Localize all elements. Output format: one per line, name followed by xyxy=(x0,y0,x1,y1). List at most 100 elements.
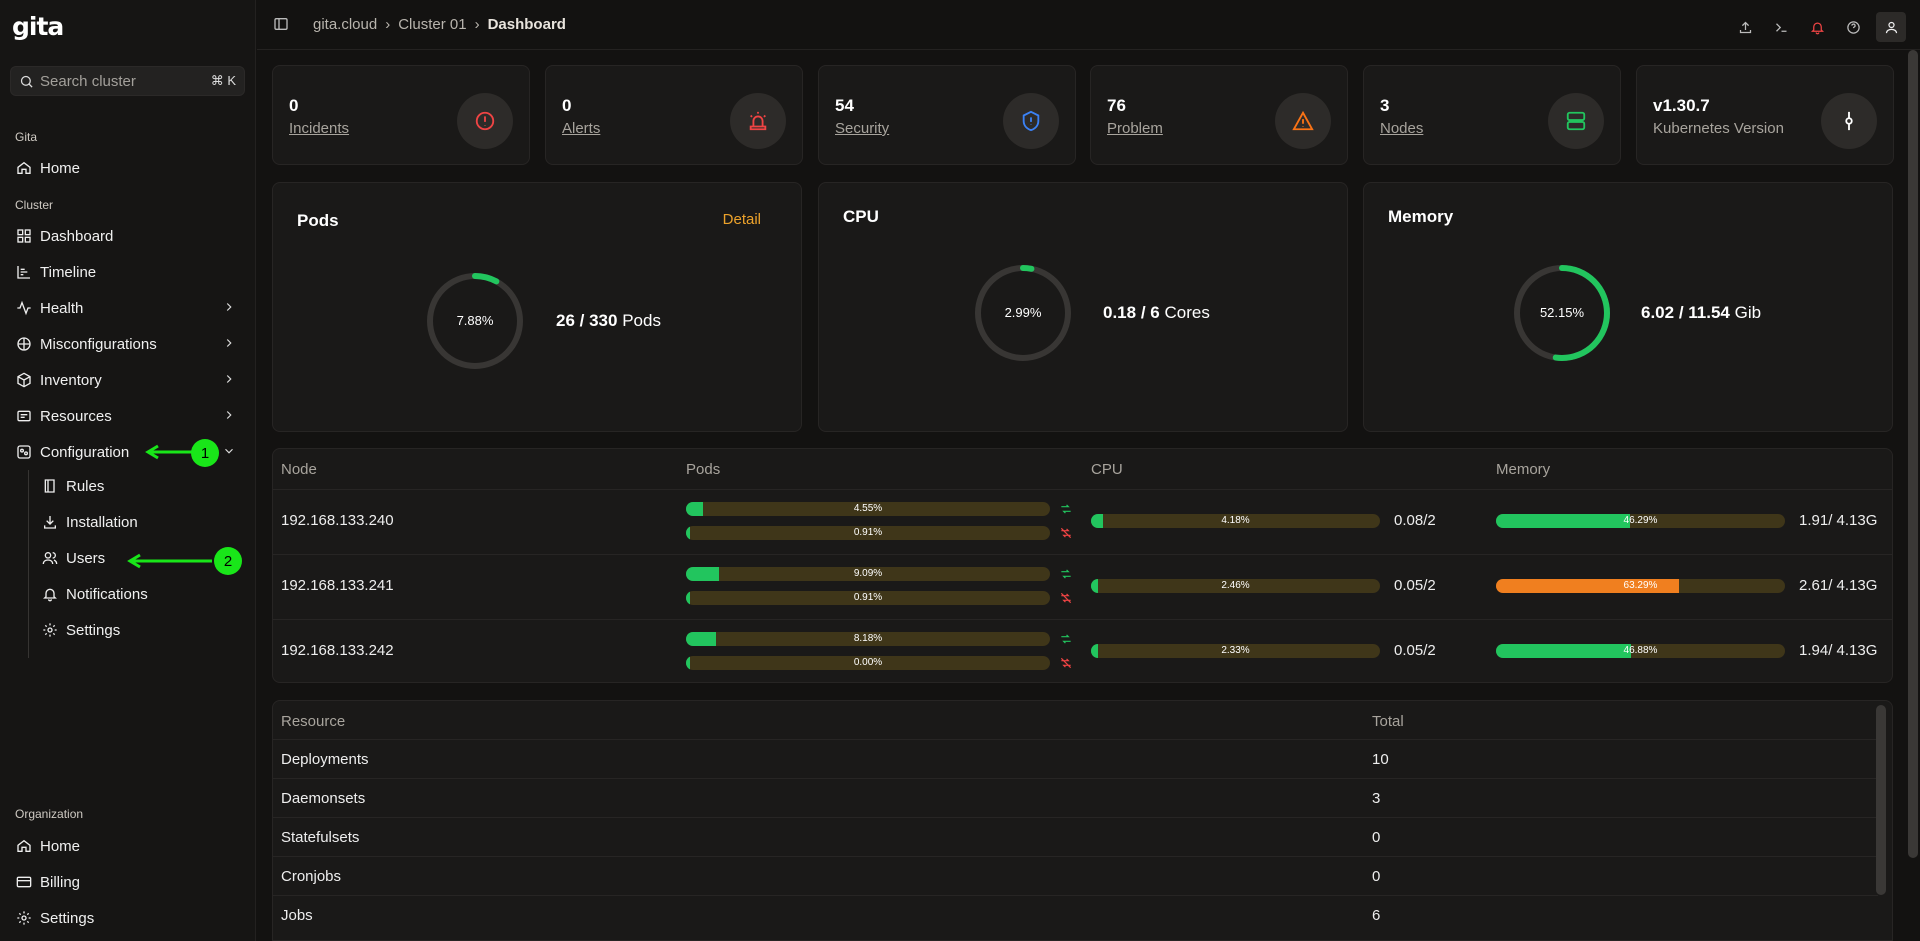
bar-fill xyxy=(1496,579,1679,593)
book-icon xyxy=(44,479,55,493)
cpu-used: 0.18 xyxy=(1103,303,1137,322)
group-label-organization: Organization xyxy=(15,807,84,821)
resource-name: Statefulsets xyxy=(281,829,360,846)
sidebar-item-label: Billing xyxy=(40,873,81,891)
sidebar-item-billing[interactable]: Billing xyxy=(10,866,246,898)
pods-running-bar: 4.55% xyxy=(686,502,1050,516)
node-row[interactable]: 192.168.133.240 4.55% 0.91% 4.18% 0.08/2 46.2… xyxy=(273,489,1892,553)
cpu-ratio: 0.08/2 xyxy=(1394,512,1436,529)
sidebar-item-users[interactable]: Users xyxy=(36,542,246,574)
bar-fill xyxy=(686,632,716,646)
pods-unit: Pods xyxy=(622,311,661,330)
stat-label-version: Kubernetes Version xyxy=(1653,120,1784,137)
bar-label: 0.91% xyxy=(853,592,883,603)
pods-gauge xyxy=(427,273,523,369)
resources-scrollbar[interactable] xyxy=(1876,705,1886,895)
memory-gauge-arc xyxy=(1514,265,1610,361)
card-title: Pods xyxy=(297,211,339,230)
stat-link-security[interactable]: Security xyxy=(835,120,890,137)
page-scrollbar[interactable] xyxy=(1908,50,1918,858)
sidebar-item-label: Health xyxy=(40,299,84,317)
topbar-actions xyxy=(1732,12,1906,42)
resource-row[interactable]: Statefulsets 0 xyxy=(273,817,1878,855)
resource-row[interactable]: Cronjobs 0 xyxy=(273,856,1878,894)
resource-row[interactable]: Jobs 6 xyxy=(273,895,1878,933)
memory-ratio: 1.91/ 4.13G xyxy=(1799,512,1878,529)
sidebar-item-timeline[interactable]: Timeline xyxy=(10,256,246,288)
stat-value: 0 xyxy=(289,96,299,115)
sidebar-item-label: Settings xyxy=(40,909,95,927)
notification-bell-icon[interactable] xyxy=(1804,14,1830,40)
pods-gauge-arc xyxy=(427,273,523,369)
breadcrumb-current: Dashboard xyxy=(487,16,566,33)
cpu-count: 0.18 / 6 Cores xyxy=(1103,303,1210,322)
pods-failed-icon xyxy=(1059,526,1073,540)
resource-name: Jobs xyxy=(281,907,313,924)
resource-row[interactable]: Deployments 10 xyxy=(273,739,1878,777)
sidebar-item-inventory[interactable]: Inventory xyxy=(10,364,246,396)
sidebar-item-configuration[interactable]: Configuration xyxy=(10,436,246,468)
home-icon xyxy=(17,161,31,174)
box-icon xyxy=(17,372,31,388)
cpu-gauge-arc xyxy=(975,265,1071,361)
sidebar-item-rules[interactable]: Rules xyxy=(36,470,246,502)
sidebar-item-installation[interactable]: Installation xyxy=(36,506,246,538)
resource-row[interactable]: Daemonsets 3 xyxy=(273,778,1878,816)
sidebar-item-notifications[interactable]: Notifications xyxy=(36,578,246,610)
stat-value: v1.30.7 xyxy=(1653,96,1710,115)
breadcrumb-cluster[interactable]: Cluster 01 xyxy=(398,16,467,33)
stat-link-nodes[interactable]: Nodes xyxy=(1380,120,1424,137)
incident-icon xyxy=(457,93,513,149)
sidebar-item-org-home[interactable]: Home xyxy=(10,830,246,862)
bar-label: 2.33% xyxy=(1221,645,1250,656)
help-icon[interactable] xyxy=(1840,14,1866,40)
user-avatar-icon[interactable] xyxy=(1876,12,1906,42)
topbar: gita.cloud › Cluster 01 › Dashboard xyxy=(257,0,1920,50)
health-icon xyxy=(17,300,31,316)
stat-link-incidents[interactable]: Incidents xyxy=(289,120,350,137)
terminal-icon[interactable] xyxy=(1768,14,1794,40)
bar-fill xyxy=(686,656,691,670)
chevron-right-icon xyxy=(226,375,232,383)
upload-icon[interactable] xyxy=(1732,14,1758,40)
resource-total: 0 xyxy=(1372,829,1381,846)
node-row[interactable]: 192.168.133.241 9.09% 0.91% 2.46% 0.05/2 63.2… xyxy=(273,554,1892,618)
memory-ratio: 2.61/ 4.13G xyxy=(1799,577,1878,594)
sidebar-item-settings[interactable]: Settings xyxy=(36,614,246,646)
sidebar-item-misconfigurations[interactable]: Misconfigurations xyxy=(10,328,246,360)
cpu-bar: 2.46% xyxy=(1091,579,1380,593)
stat-link-problem[interactable]: Problem xyxy=(1107,120,1163,137)
sidebar-item-label: Rules xyxy=(66,477,105,495)
stat-link-alerts[interactable]: Alerts xyxy=(562,120,601,137)
annotation-badge-2: 2 xyxy=(214,547,242,575)
sidebar-toggle-icon[interactable] xyxy=(273,16,289,32)
search-input[interactable]: Search cluster ⌘ K xyxy=(10,66,245,96)
memory-used: 6.02 xyxy=(1641,303,1675,322)
chevron-right-icon xyxy=(226,303,232,311)
sidebar-item-org-settings[interactable]: Settings xyxy=(10,902,246,934)
sidebar-item-health[interactable]: Health xyxy=(10,292,246,324)
app-logo[interactable]: gita xyxy=(12,12,64,41)
pods-usage-card: Pods Detail 7.88% 26 / 330 Pods xyxy=(272,182,802,432)
stat-value: 54 xyxy=(835,96,854,115)
sidebar-item-label: Inventory xyxy=(40,371,102,389)
bar-label: 9.09% xyxy=(853,568,883,579)
sidebar-item-home[interactable]: Home xyxy=(10,152,246,184)
annotation-arrow-1 xyxy=(145,444,194,460)
resources-table: Resource Total Deployments 10 Daemonsets 3 S… xyxy=(272,700,1893,941)
stat-card-security: 54 Security xyxy=(818,65,1076,165)
sidebar-item-dashboard[interactable]: Dashboard xyxy=(10,220,246,252)
pods-detail-link[interactable]: Detail xyxy=(722,211,761,228)
breadcrumb-separator: › xyxy=(474,16,480,33)
bar-label: 46.88% xyxy=(1623,645,1658,656)
bar-fill xyxy=(686,526,691,540)
chevron-right-icon xyxy=(226,339,232,347)
dashboard-icon xyxy=(17,229,31,243)
users-icon xyxy=(42,552,58,565)
breadcrumb-root[interactable]: gita.cloud xyxy=(313,16,378,33)
column-header: Total xyxy=(1372,713,1404,730)
column-header: Node xyxy=(281,461,317,478)
sidebar-item-label: Home xyxy=(40,159,81,177)
sidebar-item-resources[interactable]: Resources xyxy=(10,400,246,432)
node-row[interactable]: 192.168.133.242 8.18% 0.00% 2.33% 0.05/2 46.8… xyxy=(273,619,1892,683)
